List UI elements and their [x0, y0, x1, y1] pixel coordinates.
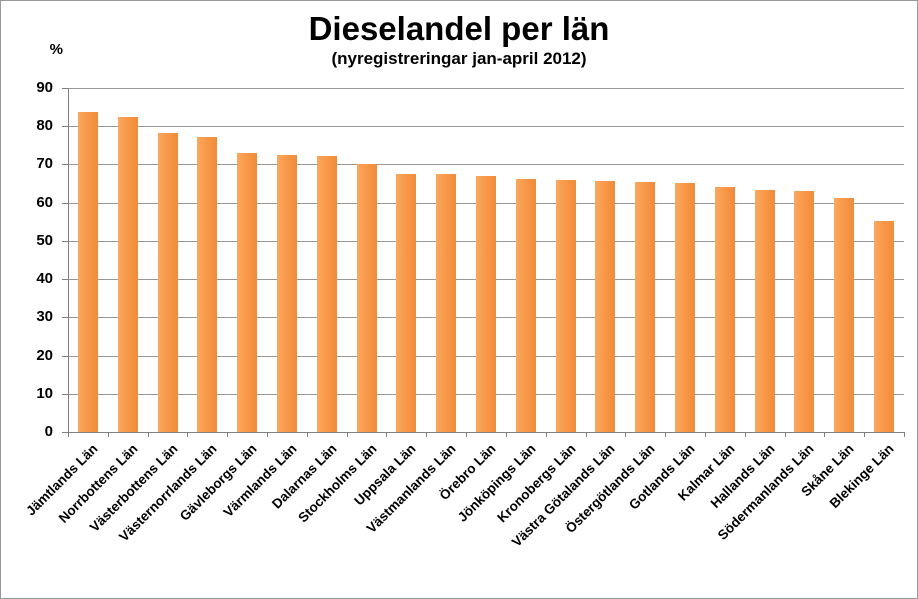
bar-örebro-län — [476, 175, 496, 432]
x-tick-5 — [267, 432, 268, 437]
y-tick-label-60: 60 — [36, 194, 53, 211]
y-tick-label-0: 0 — [44, 423, 53, 440]
bar-värmlands-län — [276, 154, 297, 432]
y-tick-90 — [62, 88, 68, 89]
bar-kronobergs-län — [555, 179, 576, 432]
x-tick-3 — [187, 432, 188, 437]
x-axis-line — [68, 432, 905, 433]
y-tick-40 — [62, 279, 68, 280]
chart-title: Dieselandel per län — [308, 10, 610, 47]
chart-subtitle: (nyregistreringar jan-april 2012) — [331, 49, 587, 68]
bar-kalmar-län — [714, 186, 735, 432]
y-tick-70 — [62, 164, 68, 165]
y-tick-30 — [62, 317, 68, 318]
x-tick-18 — [785, 432, 786, 437]
bar-dalarnas-län — [316, 155, 337, 432]
x-tick-2 — [148, 432, 149, 437]
bar-gotlands-län — [675, 183, 696, 432]
x-tick-12 — [546, 432, 547, 437]
gridline-70 — [68, 164, 904, 165]
y-tick-label-90: 90 — [36, 79, 53, 96]
x-tick-20 — [864, 432, 865, 437]
x-tick-8 — [386, 432, 387, 437]
bar-västra-götalands-län — [595, 180, 616, 432]
x-tick-17 — [745, 432, 746, 437]
bar-gävleborgs-län — [237, 152, 258, 432]
y-tick-20 — [62, 356, 68, 357]
bar-stockholms-län — [356, 163, 377, 432]
y-axis-unit-label: % — [49, 41, 63, 58]
bar-östergötlands-län — [635, 182, 656, 432]
x-tick-4 — [227, 432, 228, 437]
bar-hallands-län — [754, 190, 775, 432]
bar-västernorrlands-län — [197, 136, 218, 432]
x-tick-1 — [108, 432, 109, 437]
y-tick-50 — [62, 241, 68, 242]
x-tick-9 — [426, 432, 427, 437]
x-tick-15 — [665, 432, 666, 437]
x-tick-19 — [824, 432, 825, 437]
y-tick-60 — [62, 203, 68, 204]
bar-blekinge-län — [874, 220, 895, 432]
bar-skåne-län — [834, 198, 855, 432]
x-tick-7 — [347, 432, 348, 437]
bar-jönköpings-län — [515, 178, 536, 432]
y-tick-label-20: 20 — [36, 347, 53, 364]
x-tick-14 — [625, 432, 626, 437]
y-tick-80 — [62, 126, 68, 127]
x-tick-21 — [904, 432, 905, 437]
gridline-80 — [68, 126, 904, 127]
y-tick-label-40: 40 — [36, 270, 53, 287]
x-tick-0 — [68, 432, 69, 437]
y-tick-0 — [62, 432, 68, 433]
bar-västerbottens-län — [157, 132, 178, 432]
x-tick-13 — [586, 432, 587, 437]
gridline-90 — [68, 88, 904, 89]
bar-jämtlands-län — [77, 112, 98, 432]
y-tick-label-70: 70 — [36, 155, 53, 172]
x-tick-16 — [705, 432, 706, 437]
x-tick-10 — [466, 432, 467, 437]
x-tick-6 — [307, 432, 308, 437]
bar-södermanlands-län — [794, 191, 815, 432]
x-tick-11 — [506, 432, 507, 437]
y-tick-10 — [62, 394, 68, 395]
y-tick-label-30: 30 — [36, 308, 53, 325]
bar-västmanlands-län — [436, 174, 457, 432]
y-tick-label-10: 10 — [36, 385, 53, 402]
y-tick-label-80: 80 — [36, 117, 53, 134]
y-axis-line — [68, 88, 69, 432]
bar-uppsala-län — [396, 173, 417, 432]
y-tick-label-50: 50 — [36, 232, 53, 249]
bar-norrbottens-län — [117, 116, 138, 432]
